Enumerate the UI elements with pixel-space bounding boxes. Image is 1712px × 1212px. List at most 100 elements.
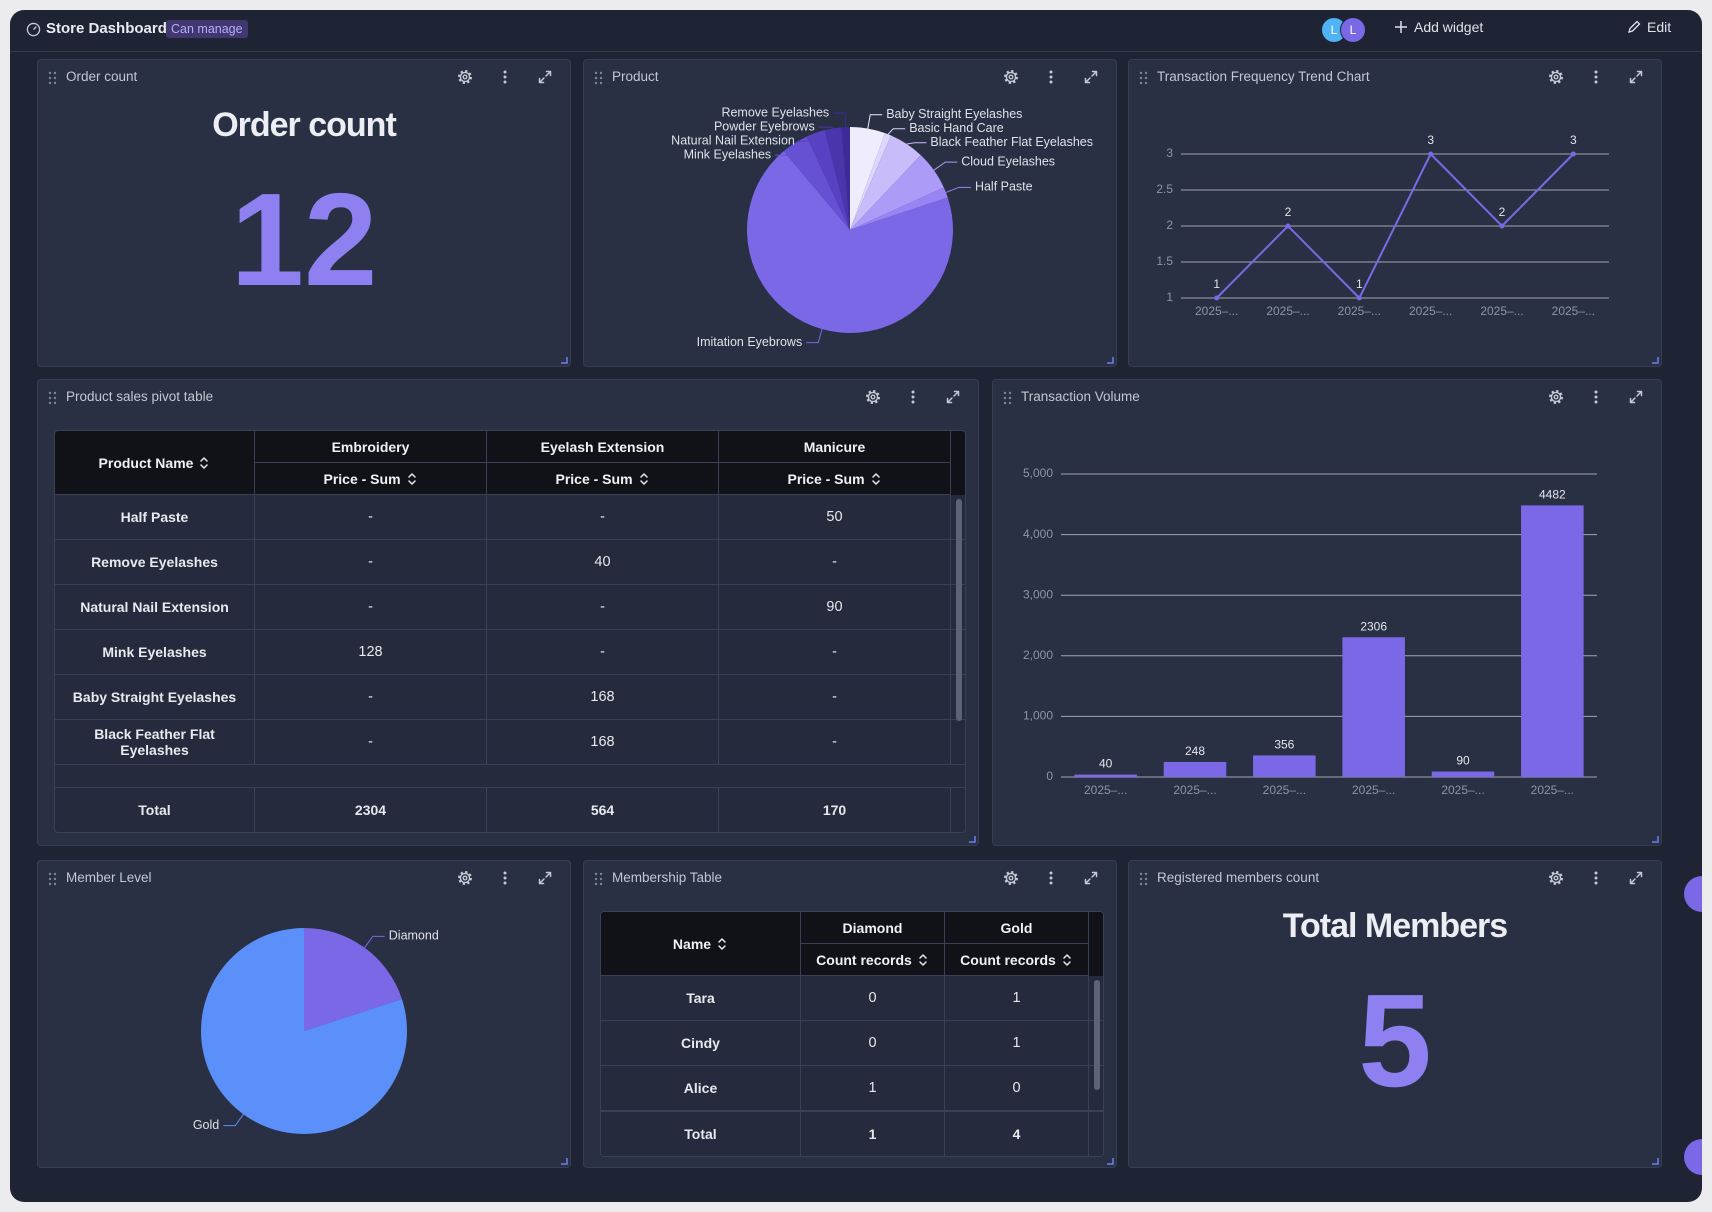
total-cell: Total [601,1112,801,1156]
icon-shape [1003,69,1019,85]
value-cell: - [487,585,719,629]
name-cell: Natural Nail Extension [55,585,255,629]
drag-handle[interactable] [1138,70,1149,86]
expand-button[interactable] [945,389,961,405]
widget-title: Product [612,69,659,84]
settings-button[interactable] [1548,870,1564,886]
more-button[interactable] [497,69,513,85]
settings-button[interactable] [1548,389,1564,405]
icon-shape [1003,870,1019,886]
settings-button[interactable] [1003,870,1019,886]
header-text: Product Name [98,454,194,471]
settings-button[interactable] [457,870,473,886]
add-widget-button[interactable]: Add widget [1394,19,1483,35]
expand-button[interactable] [1083,69,1099,85]
icon-shape [503,75,507,79]
value-cell: 168 [487,675,719,719]
more-button[interactable] [1588,69,1604,85]
icon-shape [599,81,603,85]
resize-handle[interactable] [559,1156,569,1166]
data-label: 1 [1356,277,1363,291]
icon-shape [1003,401,1007,405]
x-tick-label: 2025–... [1263,783,1306,797]
more-button[interactable] [1588,389,1604,405]
measure-cell: Count records [801,944,945,976]
settings-button[interactable] [865,389,881,405]
drag-handle[interactable] [593,871,604,887]
expand-button[interactable] [537,870,553,886]
sort-icon[interactable] [1061,952,1073,968]
icon-shape [53,872,57,876]
x-tick-label: 2025–... [1531,783,1574,797]
resize-handle[interactable] [1105,355,1115,365]
drag-handle[interactable] [1002,390,1013,406]
row-header-cell: Name [601,912,801,976]
resize-handle[interactable] [967,834,977,844]
resize-handle[interactable] [1650,1156,1660,1166]
drag-handle[interactable] [593,70,604,86]
more-button[interactable] [905,389,921,405]
expand-button[interactable] [1628,870,1644,886]
icon-shape [594,882,598,886]
resize-handle[interactable] [1650,355,1660,365]
drag-handle[interactable] [47,390,58,406]
widget-panel: Transaction Volume 0 1,000 2,000 3,000 4,000 5… [992,379,1662,846]
icon-shape [462,74,468,80]
line-point [1214,295,1220,301]
icon-shape [1008,875,1014,881]
icon-shape [200,456,209,469]
icon-shape [1395,21,1407,33]
sort-icon[interactable] [198,455,210,471]
expand-button[interactable] [1083,870,1099,886]
settings-button[interactable] [1003,69,1019,85]
floating-button[interactable] [1684,876,1702,912]
widget-title: Transaction Frequency Trend Chart [1157,69,1370,84]
more-button[interactable] [1043,870,1059,886]
table-row: Cindy 0 1 [601,1021,1103,1066]
icon-shape [538,70,552,84]
y-tick-label: 1.5 [1156,254,1173,268]
icon-shape [870,394,876,400]
drag-handle[interactable] [47,70,58,86]
sort-icon[interactable] [870,471,882,487]
more-button[interactable] [497,870,513,886]
row-header-cell: Product Name [55,431,255,495]
slice-label: Natural Nail Extension [671,133,795,147]
more-button[interactable] [1043,69,1059,85]
line-point [1356,295,1362,301]
expand-button[interactable] [1628,389,1644,405]
name-cell: Alice [601,1066,801,1110]
settings-button[interactable] [1548,69,1564,85]
sort-icon[interactable] [406,471,418,487]
expand-button[interactable] [537,69,553,85]
resize-handle[interactable] [1650,834,1660,844]
expand-button[interactable] [1628,69,1644,85]
avatar[interactable]: L [1340,17,1366,43]
icon-shape [1003,391,1007,395]
icon-shape [594,872,598,876]
bar-chart: 0 1,000 2,000 3,000 4,000 5,000 40 2025–... 248 2… [1023,466,1597,797]
sort-icon[interactable] [917,952,929,968]
drag-handle[interactable] [1138,871,1149,887]
settings-button[interactable] [457,69,473,85]
more-button[interactable] [1588,870,1604,886]
edit-button[interactable]: Edit [1627,19,1671,35]
pie-slice [304,928,402,1031]
floating-button[interactable] [1684,1139,1702,1175]
sort-icon[interactable] [638,471,650,487]
resize-handle[interactable] [1105,1156,1115,1166]
resize-handle[interactable] [559,355,569,365]
sort-icon[interactable] [716,936,728,952]
name-cell: Mink Eyelashes [55,630,255,674]
slice-label: Powder Eyebrows [714,119,815,133]
data-label: 40 [1099,757,1113,771]
scrollbar[interactable] [1094,980,1100,1090]
drag-handle[interactable] [47,871,58,887]
icon-shape [1139,81,1143,85]
icon-shape [1548,69,1564,85]
icon-shape [599,76,603,80]
icon-shape [33,26,37,30]
x-tick-label: 2025–... [1338,304,1381,318]
scrollbar[interactable] [956,499,962,721]
